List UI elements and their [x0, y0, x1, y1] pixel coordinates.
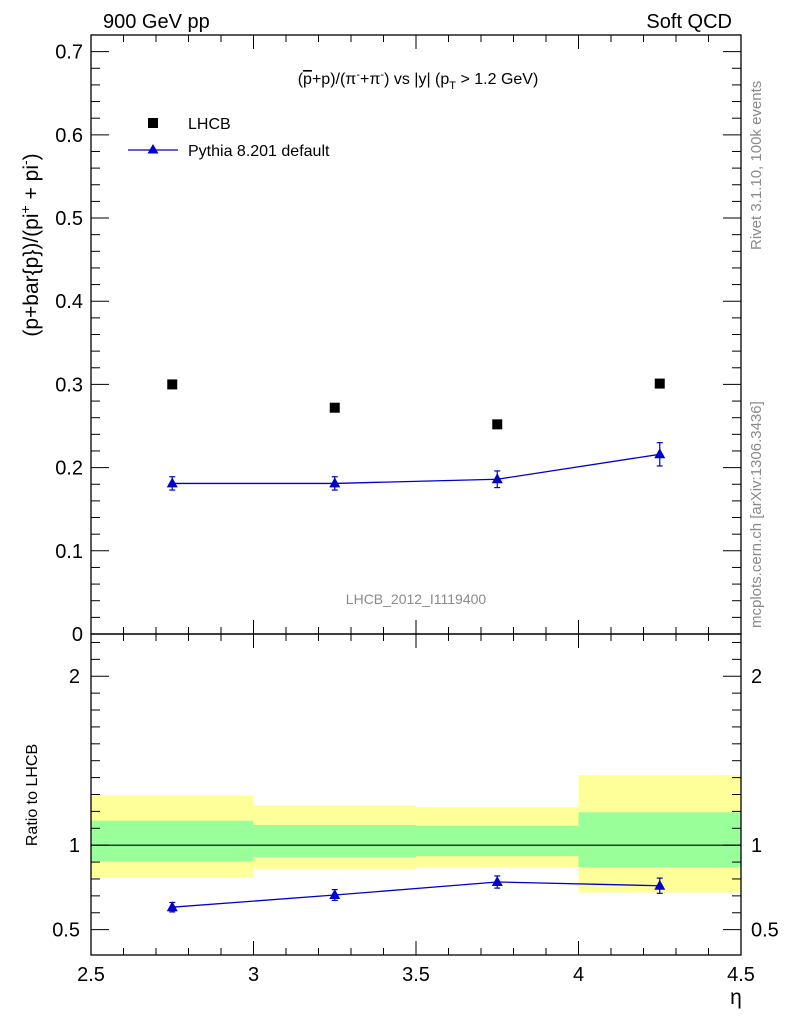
legend: LHCB Pythia 8.201 default [128, 116, 330, 160]
ratio-pythia-point [654, 879, 666, 890]
lhcb-data-point [654, 378, 665, 389]
ratio-y-label: Ratio to LHCB [24, 744, 41, 846]
band-inner-1 [253, 824, 416, 858]
main-y-tick-label: 0.4 [55, 291, 83, 313]
legend-marker-lhcb [148, 118, 158, 128]
main-y-tick-label: 0.6 [55, 125, 83, 147]
band-inner-2 [416, 825, 579, 857]
x-tick-label: 2.5 [77, 964, 105, 986]
band-inner-3 [578, 812, 741, 868]
main-y-tick-label: 0.7 [55, 42, 83, 64]
ratio-pythia-point [166, 901, 178, 912]
plot-title: (p+p)/(π-+π-) vs |y| (pT > 1.2 GeV) [298, 69, 539, 92]
lhcb-data-point [329, 402, 340, 413]
pythia-line [172, 453, 660, 485]
main-y-tick-label: 0.1 [55, 541, 83, 563]
x-tick-label: 3.5 [402, 964, 430, 986]
ratio-pythia-point [329, 889, 341, 900]
pythia-point [654, 448, 666, 459]
ratio-y-tick-label-right: 2 [751, 666, 762, 688]
main-y-tick-label: 0.5 [55, 208, 83, 230]
ratio-y-tick-label-left: 1 [69, 835, 80, 857]
main-y-tick-label: 0.2 [55, 458, 83, 480]
pythia-point [329, 477, 341, 488]
ratio-panel: 2.5 3 3.5 4 4.5 0.5 0.5 1 1 2 2 [52, 633, 779, 986]
pythia-point [491, 473, 503, 484]
main-panel: 0 0.1 0.2 0.3 0.4 0.5 0.6 0.7 [55, 34, 742, 646]
mcplots-label: mcplots.cern.ch [arXiv:1306.3436] [748, 401, 765, 628]
main-y-tick-label: 0.3 [55, 374, 83, 396]
x-tick-label: 4 [573, 964, 584, 986]
main-y-label: (p+bar{p})/(pi+ + pi-) [17, 153, 43, 336]
x-tick-label: 3 [248, 964, 259, 986]
ratio-pythia-line [172, 881, 660, 908]
x-axis-label: η [730, 986, 742, 1009]
pythia-point [166, 477, 178, 488]
header-left: 900 GeV pp [103, 11, 210, 33]
rivet-label: Rivet 3.1.10, 100k events [748, 81, 765, 250]
ratio-y-tick-label-right: 1 [751, 835, 762, 857]
band-inner-0 [91, 820, 254, 862]
header-right: Soft QCD [646, 11, 732, 33]
ratio-y-tick-label-left: 2 [69, 666, 80, 688]
legend-label-pythia: Pythia 8.201 default [188, 143, 330, 160]
x-tick-label: 4.5 [727, 964, 755, 986]
lhcb-data-point [167, 379, 178, 390]
uncertainty-bands [91, 775, 741, 893]
main-y-tick-label: 0 [72, 624, 83, 646]
ratio-y-tick-label-left: 0.5 [52, 920, 80, 942]
lhcb-data-point [492, 419, 503, 430]
legend-marker-pythia [147, 144, 159, 154]
legend-label-lhcb: LHCB [188, 116, 231, 133]
analysis-watermark: LHCB_2012_I1119400 [346, 591, 487, 607]
ratio-y-tick-label-right: 0.5 [751, 920, 779, 942]
pbar-symbol: p [303, 71, 312, 88]
ratio-pythia-point [491, 876, 503, 887]
